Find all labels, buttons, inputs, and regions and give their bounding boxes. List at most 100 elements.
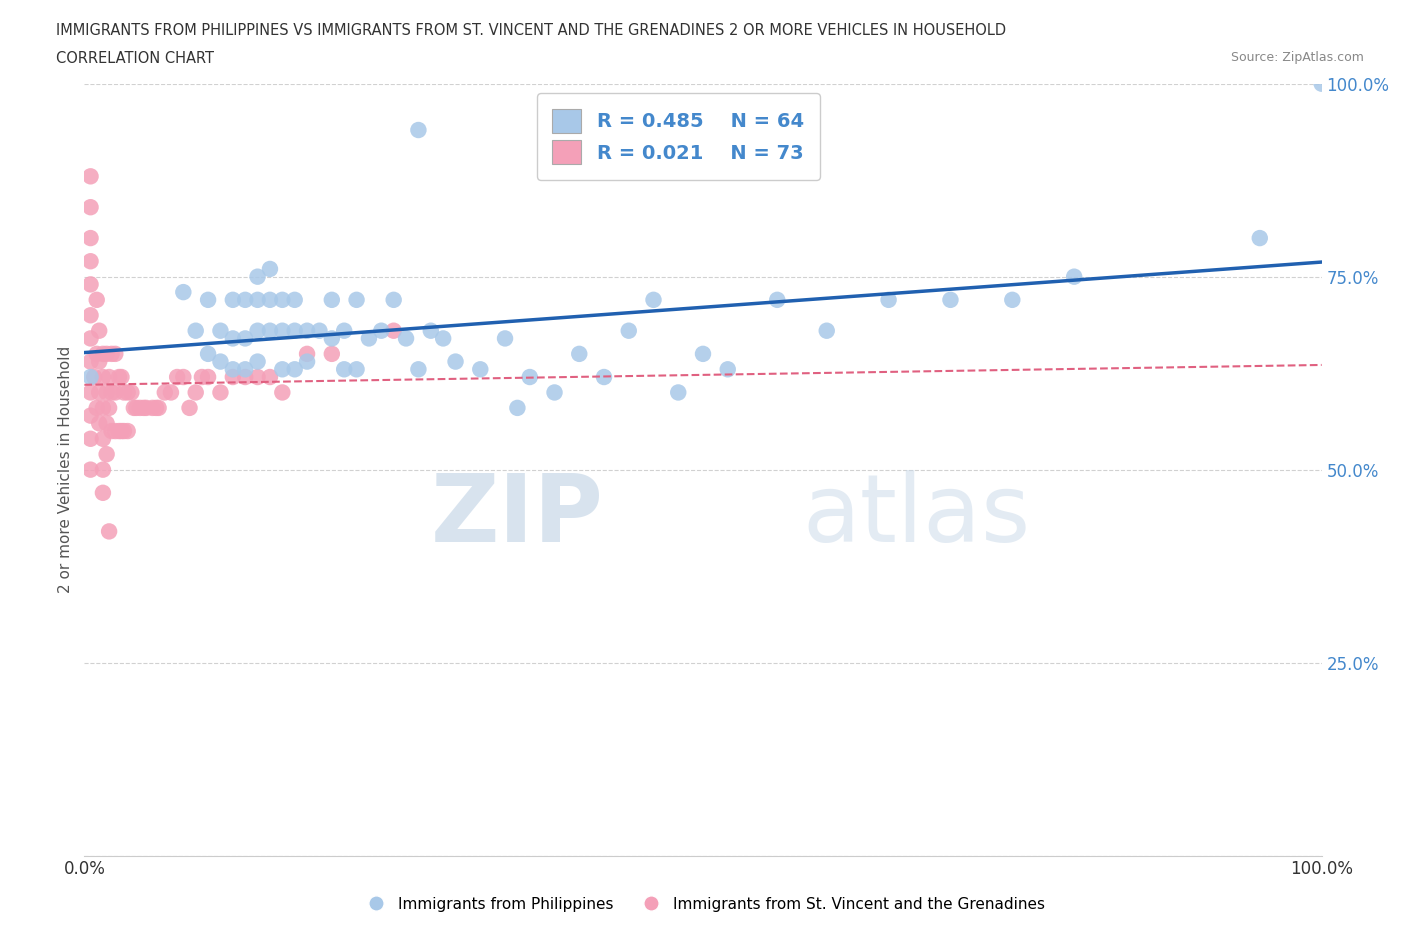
- Point: [408, 362, 430, 377]
- Point: [100, 424, 122, 439]
- Point: [246, 354, 269, 369]
- Point: [432, 331, 454, 346]
- Point: [295, 324, 318, 339]
- Point: [79, 385, 101, 400]
- Point: [1249, 231, 1271, 246]
- Point: [259, 292, 281, 307]
- Point: [86, 292, 108, 307]
- Point: [444, 354, 467, 369]
- Point: [321, 331, 343, 346]
- Point: [96, 385, 118, 400]
- Point: [83, 369, 105, 384]
- Point: [408, 123, 430, 138]
- Point: [91, 369, 114, 384]
- Point: [284, 362, 307, 377]
- Point: [197, 292, 219, 307]
- Point: [89, 385, 111, 400]
- Point: [593, 369, 616, 384]
- Point: [91, 485, 114, 500]
- Point: [132, 401, 155, 416]
- Point: [89, 416, 111, 431]
- Point: [271, 324, 294, 339]
- Point: [96, 347, 118, 362]
- Point: [222, 362, 245, 377]
- Point: [117, 385, 139, 400]
- Point: [1001, 292, 1024, 307]
- Point: [108, 369, 131, 384]
- Point: [233, 292, 256, 307]
- Point: [104, 424, 127, 439]
- Text: CORRELATION CHART: CORRELATION CHART: [56, 51, 214, 66]
- Point: [108, 424, 131, 439]
- Point: [112, 424, 135, 439]
- Point: [79, 231, 101, 246]
- Text: IMMIGRANTS FROM PHILIPPINES VS IMMIGRANTS FROM ST. VINCENT AND THE GRENADINES 2 : IMMIGRANTS FROM PHILIPPINES VS IMMIGRANT…: [56, 23, 1007, 38]
- Point: [153, 385, 176, 400]
- Point: [79, 277, 101, 292]
- Point: [98, 401, 121, 416]
- Point: [246, 369, 269, 384]
- Point: [160, 385, 183, 400]
- Point: [91, 401, 114, 416]
- Point: [382, 324, 405, 339]
- Point: [110, 369, 132, 384]
- Point: [209, 354, 232, 369]
- Point: [233, 362, 256, 377]
- Point: [1063, 270, 1085, 285]
- Point: [100, 385, 122, 400]
- Point: [419, 324, 441, 339]
- Point: [197, 369, 219, 384]
- Point: [110, 424, 132, 439]
- Point: [129, 401, 152, 416]
- Point: [104, 385, 127, 400]
- Point: [568, 347, 591, 362]
- Point: [96, 416, 118, 431]
- Point: [79, 432, 101, 446]
- Point: [98, 369, 121, 384]
- Point: [284, 292, 307, 307]
- Point: [79, 169, 101, 184]
- Point: [519, 369, 541, 384]
- Point: [815, 324, 838, 339]
- Point: [321, 347, 343, 362]
- Point: [333, 324, 356, 339]
- Point: [145, 401, 167, 416]
- Point: [357, 331, 380, 346]
- Point: [222, 331, 245, 346]
- Point: [259, 324, 281, 339]
- Point: [308, 324, 330, 339]
- Point: [104, 347, 127, 362]
- Point: [470, 362, 492, 377]
- Point: [643, 292, 665, 307]
- Point: [346, 362, 368, 377]
- Point: [179, 401, 201, 416]
- Point: [112, 385, 135, 400]
- Point: [246, 324, 269, 339]
- Point: [692, 347, 714, 362]
- Point: [333, 362, 356, 377]
- Point: [79, 200, 101, 215]
- Point: [122, 401, 145, 416]
- Point: [91, 347, 114, 362]
- Point: [295, 347, 318, 362]
- Point: [1310, 76, 1333, 91]
- Point: [125, 401, 148, 416]
- Point: [370, 324, 392, 339]
- Y-axis label: 2 or more Vehicles in Household: 2 or more Vehicles in Household: [58, 346, 73, 593]
- Text: atlas: atlas: [801, 470, 1031, 562]
- Point: [259, 261, 281, 276]
- Point: [79, 331, 101, 346]
- Point: [209, 385, 232, 400]
- Point: [233, 331, 256, 346]
- Point: [717, 362, 740, 377]
- Point: [209, 324, 232, 339]
- Point: [321, 292, 343, 307]
- Legend: R = 0.485    N = 64, R = 0.021    N = 73: R = 0.485 N = 64, R = 0.021 N = 73: [537, 93, 820, 179]
- Point: [79, 308, 101, 323]
- Point: [96, 446, 118, 461]
- Point: [939, 292, 962, 307]
- Point: [89, 354, 111, 369]
- Point: [98, 524, 121, 538]
- Point: [766, 292, 789, 307]
- Point: [100, 347, 122, 362]
